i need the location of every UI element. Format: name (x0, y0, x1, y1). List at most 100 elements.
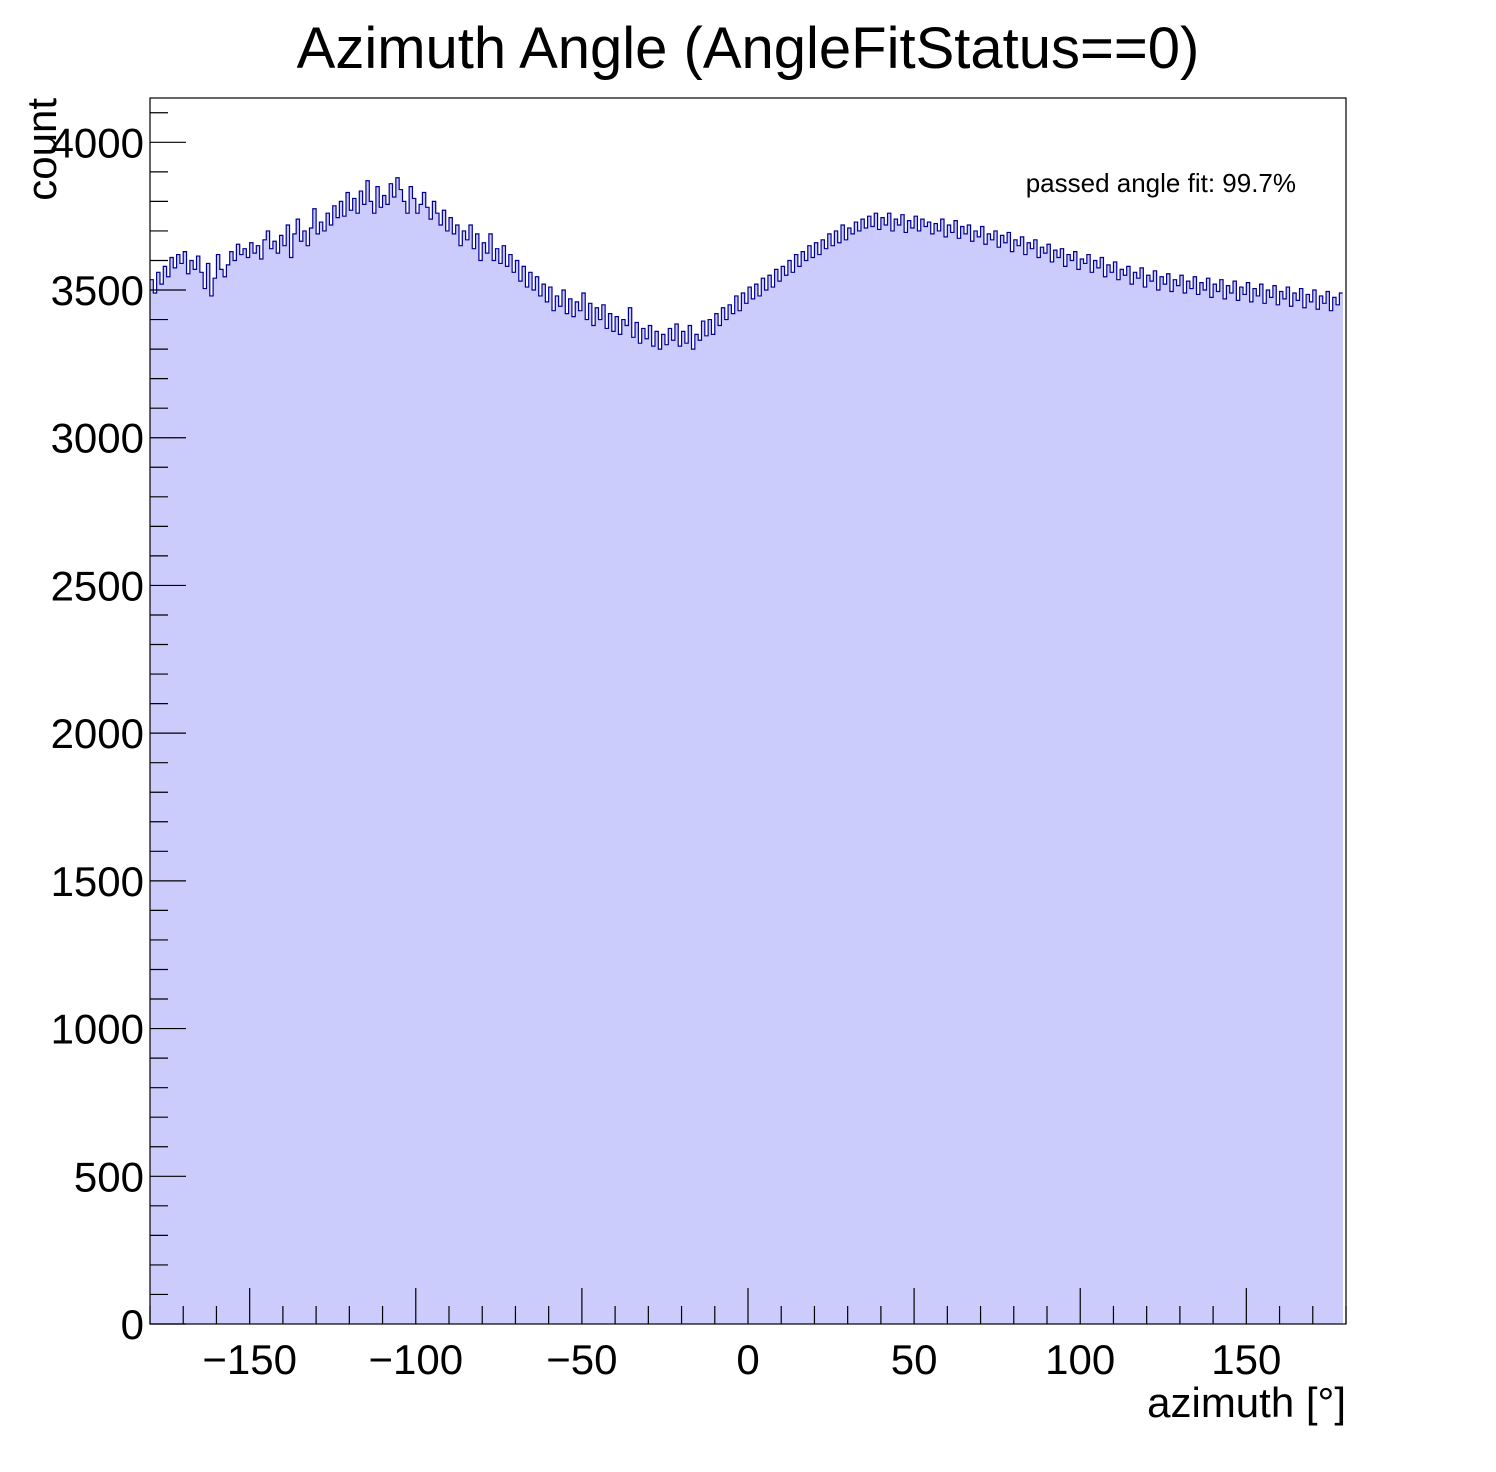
histogram-bin (528, 272, 533, 1324)
histogram-bin (781, 266, 785, 1324)
histogram-bin (445, 230, 450, 1325)
histogram-bin (761, 278, 765, 1325)
histogram-bin (1279, 291, 1284, 1324)
histogram-bin (150, 279, 154, 1325)
histogram-bin (953, 220, 958, 1325)
histogram-bin (226, 264, 231, 1324)
histogram-bin (1100, 257, 1104, 1324)
histogram-bin (615, 316, 619, 1324)
histogram-bin (924, 226, 928, 1324)
histogram-bin (744, 303, 749, 1324)
histogram-bin (322, 230, 327, 1325)
histogram-bin (375, 186, 380, 1324)
histogram-bin (419, 204, 423, 1325)
histogram-bin (910, 227, 915, 1325)
x-tick-label: −150 (202, 1336, 297, 1383)
histogram-bin (914, 216, 918, 1324)
histogram-bin (342, 216, 347, 1324)
histogram-bin (944, 236, 948, 1325)
histogram-bin (1173, 279, 1177, 1325)
histogram-bin (452, 233, 456, 1324)
histogram-bin (625, 325, 629, 1325)
chart-title: Azimuth Angle (AngleFitStatus==0) (297, 16, 1200, 81)
histogram-bin (847, 227, 852, 1325)
histogram-bin (1246, 282, 1250, 1324)
histogram-bin (787, 260, 792, 1325)
histogram-bin (1133, 272, 1137, 1324)
histogram-bin (173, 267, 177, 1324)
histogram-bin (332, 205, 337, 1325)
histogram-bin (1299, 288, 1304, 1324)
histogram-bin (854, 222, 858, 1325)
histogram-bin (907, 220, 912, 1325)
histogram-bin (272, 241, 277, 1324)
histogram-bin (1326, 291, 1330, 1324)
y-tick-label: 1500 (51, 858, 144, 905)
histogram-bin (987, 233, 991, 1324)
histogram-bin (1199, 282, 1204, 1324)
histogram-bin (1050, 261, 1054, 1325)
histogram-bin (402, 201, 407, 1324)
histogram-bin (754, 284, 759, 1324)
histogram-bin (1053, 250, 1058, 1324)
histogram-bin (156, 272, 161, 1324)
histogram-bin (1146, 275, 1151, 1324)
histogram-bin (1033, 239, 1038, 1324)
histogram-bin (1007, 232, 1011, 1324)
histogram-bin (1143, 287, 1147, 1324)
histogram-bin (641, 328, 646, 1324)
histogram-bin (711, 334, 716, 1325)
histogram-bin (1203, 290, 1207, 1324)
histogram-bin (352, 198, 357, 1325)
histogram-bin (289, 257, 294, 1324)
histogram-bin (618, 334, 623, 1325)
histogram-bin (694, 334, 699, 1325)
histogram-bin (542, 284, 546, 1324)
histogram-bin (1043, 253, 1048, 1325)
y-tick-label: 1000 (51, 1006, 144, 1053)
y-axis-label: count (18, 98, 65, 201)
histogram-bin (538, 295, 543, 1325)
y-tick-label: 4000 (51, 119, 144, 166)
histogram-bin (631, 337, 636, 1324)
histogram-bin (691, 349, 696, 1324)
histogram-bin (827, 233, 832, 1324)
histogram-bin (1196, 294, 1201, 1325)
histogram-bin (864, 227, 868, 1325)
histogram-bin (860, 219, 865, 1324)
histogram-bin (970, 241, 975, 1324)
histogram-bin (1027, 242, 1031, 1324)
histogram-bin (1123, 275, 1128, 1324)
histogram-bin (658, 349, 662, 1324)
histogram-bin (598, 319, 603, 1324)
histogram-bin (159, 284, 164, 1324)
histogram-bin (1229, 292, 1234, 1325)
histogram-bin (472, 248, 476, 1324)
histogram-bin (611, 331, 616, 1324)
histogram-bin (578, 310, 583, 1324)
histogram-bin (1020, 236, 1025, 1325)
histogram-bin (196, 256, 201, 1324)
histogram-bin (282, 245, 287, 1325)
histogram-bin (183, 251, 187, 1324)
histogram-bin (286, 225, 290, 1324)
histogram-bin (771, 287, 775, 1324)
histogram-bin (608, 313, 613, 1324)
histogram-bin (701, 321, 706, 1324)
histogram-bin (900, 214, 905, 1325)
histogram-bin (651, 346, 656, 1324)
histogram-bin (548, 287, 553, 1324)
histogram-bin (801, 251, 805, 1324)
histogram-bin (369, 201, 373, 1324)
histogram-bin (1126, 266, 1131, 1324)
histogram-bin (897, 225, 902, 1324)
histogram-bin (512, 272, 516, 1324)
histogram-bin (239, 254, 244, 1324)
histogram-bin (1213, 284, 1217, 1324)
histogram-bin (236, 244, 240, 1325)
histogram-bin (1003, 242, 1008, 1324)
histogram-bin (372, 213, 377, 1325)
histogram-bin (409, 186, 413, 1324)
histogram-bin (1103, 276, 1108, 1325)
histogram-bin (206, 263, 211, 1325)
